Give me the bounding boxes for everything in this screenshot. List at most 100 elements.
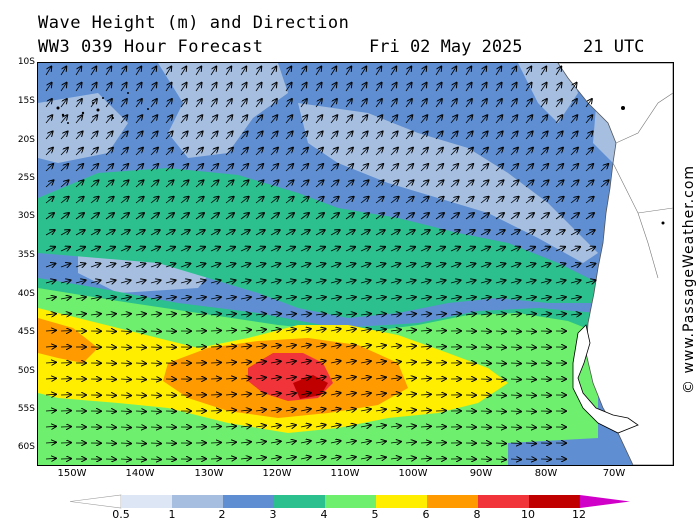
direction-arrow	[255, 213, 264, 220]
direction-arrow	[225, 458, 236, 459]
legend-label: 5	[371, 508, 379, 521]
direction-arrow	[45, 362, 56, 363]
direction-arrow	[300, 164, 308, 172]
direction-arrow	[150, 427, 161, 428]
direction-arrow	[315, 213, 324, 220]
direction-arrow	[375, 297, 386, 299]
direction-arrow	[555, 247, 565, 251]
direction-arrow	[585, 213, 594, 220]
direction-arrow	[240, 314, 251, 315]
direction-arrow	[105, 314, 116, 315]
direction-arrow	[105, 83, 112, 92]
direction-arrow	[150, 347, 161, 348]
direction-arrow	[435, 67, 441, 76]
direction-arrow	[495, 395, 506, 396]
direction-arrow	[405, 378, 416, 379]
direction-arrow	[390, 410, 401, 411]
direction-arrow	[180, 99, 187, 108]
direction-arrow	[570, 148, 578, 156]
lat-label: 30S	[17, 211, 35, 221]
direction-arrow	[540, 280, 551, 283]
direction-arrow	[75, 213, 84, 220]
direction-arrow	[390, 115, 397, 124]
direction-arrow	[135, 247, 145, 251]
direction-arrow	[330, 377, 341, 379]
direction-arrow	[300, 148, 308, 156]
direction-arrow	[225, 180, 234, 188]
direction-arrow	[165, 115, 172, 124]
direction-arrow	[60, 164, 68, 172]
direction-arrow	[480, 148, 488, 156]
direction-arrow	[345, 345, 356, 347]
direction-arrow	[285, 329, 296, 331]
direction-arrow	[330, 425, 341, 427]
direction-arrow	[480, 115, 487, 124]
direction-arrow	[450, 297, 461, 299]
direction-arrow	[270, 67, 276, 76]
direction-arrow	[540, 148, 548, 156]
direction-arrow	[210, 314, 221, 315]
direction-arrow	[75, 180, 84, 188]
direction-arrow	[525, 427, 536, 428]
direction-arrow	[270, 314, 281, 315]
direction-arrow	[285, 115, 292, 124]
direction-arrow	[390, 394, 401, 395]
direction-arrow	[405, 180, 414, 188]
direction-arrow	[360, 164, 368, 172]
direction-arrow	[315, 148, 323, 156]
direction-arrow	[390, 378, 401, 379]
direction-arrow	[150, 314, 161, 315]
direction-arrow	[375, 280, 386, 283]
direction-arrow	[60, 148, 68, 156]
direction-arrow	[495, 331, 506, 332]
direction-arrow	[225, 394, 236, 395]
direction-arrow	[420, 264, 430, 268]
direction-arrow	[75, 230, 85, 236]
direction-arrow	[285, 132, 293, 140]
direction-arrow	[345, 329, 356, 331]
direction-arrow	[120, 363, 131, 364]
direction-arrow	[255, 362, 266, 364]
direction-arrow	[345, 197, 354, 204]
direction-arrow	[225, 314, 236, 315]
direction-arrow	[315, 314, 326, 315]
direction-arrow	[585, 264, 595, 268]
direction-arrow	[420, 213, 429, 220]
direction-arrow	[120, 395, 131, 396]
direction-arrow	[240, 410, 251, 411]
legend-swatch	[325, 495, 376, 508]
direction-arrow	[345, 297, 356, 299]
direction-arrow	[495, 67, 501, 76]
direction-arrow	[345, 180, 354, 188]
direction-arrow	[510, 264, 520, 268]
direction-arrow	[420, 197, 429, 204]
direction-arrow	[180, 67, 186, 76]
direction-arrow	[390, 297, 401, 299]
direction-arrow	[405, 115, 412, 124]
direction-arrow	[465, 164, 473, 172]
direction-arrow	[540, 247, 550, 251]
direction-arrow	[540, 297, 551, 299]
direction-arrow	[390, 346, 401, 347]
direction-arrow	[120, 164, 128, 172]
direction-arrow	[450, 67, 456, 76]
direction-arrow	[345, 67, 351, 76]
direction-arrow	[90, 83, 97, 92]
direction-arrow	[225, 67, 231, 76]
direction-arrow	[375, 314, 386, 315]
direction-arrow	[90, 230, 100, 236]
direction-arrow	[345, 393, 356, 395]
direction-arrow	[90, 247, 100, 251]
direction-arrow	[300, 457, 311, 459]
direction-arrow	[510, 395, 521, 396]
direction-arrow	[330, 99, 337, 108]
direction-arrow	[240, 297, 251, 299]
direction-arrow	[210, 331, 221, 332]
direction-arrow	[555, 99, 562, 108]
direction-arrow	[150, 443, 161, 444]
direction-arrow	[510, 197, 519, 204]
direction-arrow	[435, 164, 443, 172]
direction-arrow	[360, 377, 371, 379]
direction-arrow	[390, 67, 396, 76]
direction-arrow	[345, 264, 355, 268]
